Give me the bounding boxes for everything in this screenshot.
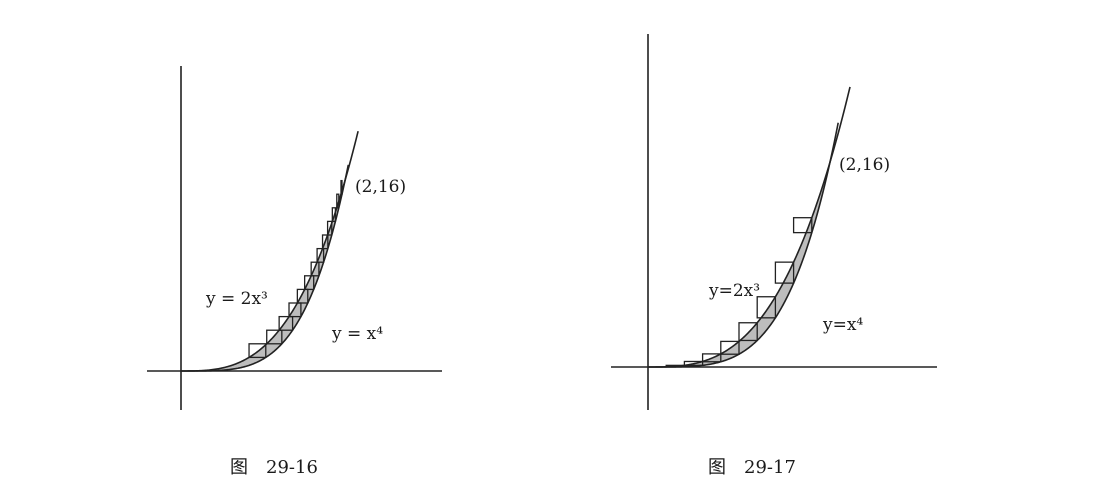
approximation-rectangle bbox=[316, 247, 325, 263]
approximation-rectangle bbox=[288, 302, 302, 318]
approximation-rectangle bbox=[278, 315, 294, 331]
approximation-rectangle bbox=[720, 340, 740, 355]
upper-curve-label: y = 2x³ bbox=[205, 289, 268, 309]
figure-caption: 图 29-17 bbox=[708, 457, 796, 478]
shaded-region bbox=[181, 180, 345, 371]
approximation-rectangle bbox=[326, 220, 333, 236]
approximation-rectangle bbox=[756, 296, 777, 319]
approximation-rectangle bbox=[738, 322, 758, 342]
lower-curve-label: y=x⁴ bbox=[822, 315, 863, 335]
approximation-rectangle bbox=[296, 288, 309, 304]
curve-y-x4 bbox=[648, 122, 839, 368]
lower-curve-label: y = x⁴ bbox=[331, 324, 383, 344]
figure-29-17: (2,16) y=2x³ y=x⁴ 图 29-17 bbox=[611, 34, 937, 478]
approximation-rectangle bbox=[774, 261, 795, 284]
upper-curve-label: y=2x³ bbox=[708, 281, 760, 301]
approximation-rectangle bbox=[792, 217, 813, 234]
approximation-rectangle bbox=[310, 261, 320, 277]
point-label: (2,16) bbox=[839, 155, 890, 175]
figure-29-16: (2,16) y = 2x³ y = x⁴ 图 29-16 bbox=[147, 66, 442, 478]
approximation-rectangle bbox=[248, 343, 267, 359]
curve-y-2x3 bbox=[181, 130, 359, 372]
approximation-rectangles bbox=[248, 179, 343, 359]
point-label: (2,16) bbox=[355, 177, 406, 197]
figure-caption: 图 29-16 bbox=[230, 457, 318, 478]
approximation-rectangle bbox=[321, 234, 329, 250]
approximation-rectangle bbox=[303, 275, 315, 291]
approximation-rectangle bbox=[701, 353, 722, 363]
approximation-rectangle bbox=[683, 360, 704, 366]
curve-y-2x3 bbox=[648, 86, 851, 368]
approximation-rectangle bbox=[266, 329, 283, 345]
curve-y-x4 bbox=[181, 164, 350, 372]
